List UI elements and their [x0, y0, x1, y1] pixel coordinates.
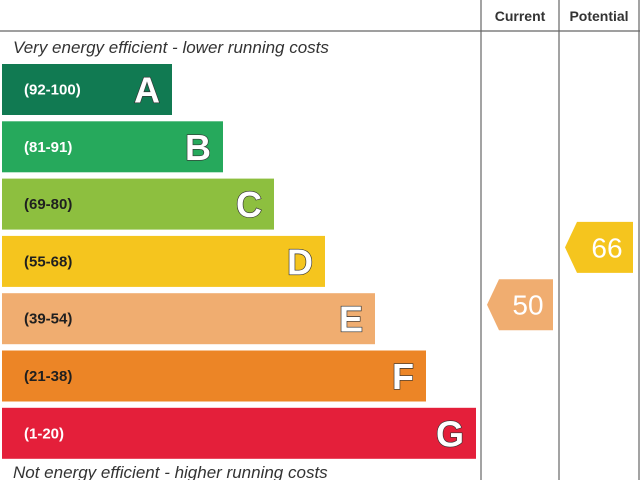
band-d-letter: D	[287, 241, 313, 282]
potential-rating-arrow-value: 66	[591, 232, 622, 263]
band-a: (92-100) A	[2, 64, 172, 115]
current-column-header: Current	[495, 8, 546, 24]
band-a-bar	[2, 64, 172, 115]
band-c-bar	[2, 178, 274, 230]
band-d-bar	[2, 235, 325, 287]
band-a-range: (92-100)	[24, 82, 81, 99]
rating-bands: (92-100) A (81-91) B (69-80) C (55-68) D (39-54)…	[2, 64, 476, 459]
potential-rating-arrow-shape	[565, 221, 633, 273]
band-a-letter: A	[134, 70, 160, 111]
bottom-efficiency-note: Not energy efficient - higher running co…	[13, 463, 328, 480]
current-rating-arrow-value: 50	[512, 290, 543, 321]
band-c-range: (69-80)	[24, 196, 72, 213]
band-g-range: (1-20)	[24, 425, 64, 442]
band-d: (55-68) D	[2, 235, 325, 287]
band-b-range: (81-91)	[24, 139, 72, 156]
band-f-bar	[2, 350, 426, 402]
potential-column-header: Potential	[569, 8, 628, 24]
band-f: (21-38) F	[2, 350, 426, 402]
band-e: (39-54) E	[2, 293, 375, 345]
band-e-letter: E	[339, 299, 363, 340]
score-arrows: 50 66	[487, 221, 633, 331]
top-efficiency-note: Very energy efficient - lower running co…	[13, 38, 329, 57]
band-e-range: (39-54)	[24, 311, 72, 328]
band-e-bar	[2, 293, 375, 345]
band-g: (1-20) G	[2, 407, 476, 459]
current-rating-arrow-shape	[487, 279, 553, 331]
band-f-letter: F	[392, 356, 414, 397]
band-b-bar	[2, 121, 223, 173]
current-rating-arrow: 50	[487, 279, 553, 331]
band-g-letter: G	[436, 413, 464, 454]
band-c-letter: C	[236, 184, 262, 225]
band-f-range: (21-38)	[24, 368, 72, 385]
band-b: (81-91) B	[2, 121, 223, 173]
band-d-range: (55-68)	[24, 253, 72, 270]
band-g-bar	[2, 407, 476, 459]
band-b-letter: B	[185, 127, 211, 168]
potential-rating-arrow: 66	[565, 221, 633, 273]
band-c: (69-80) C	[2, 178, 274, 230]
